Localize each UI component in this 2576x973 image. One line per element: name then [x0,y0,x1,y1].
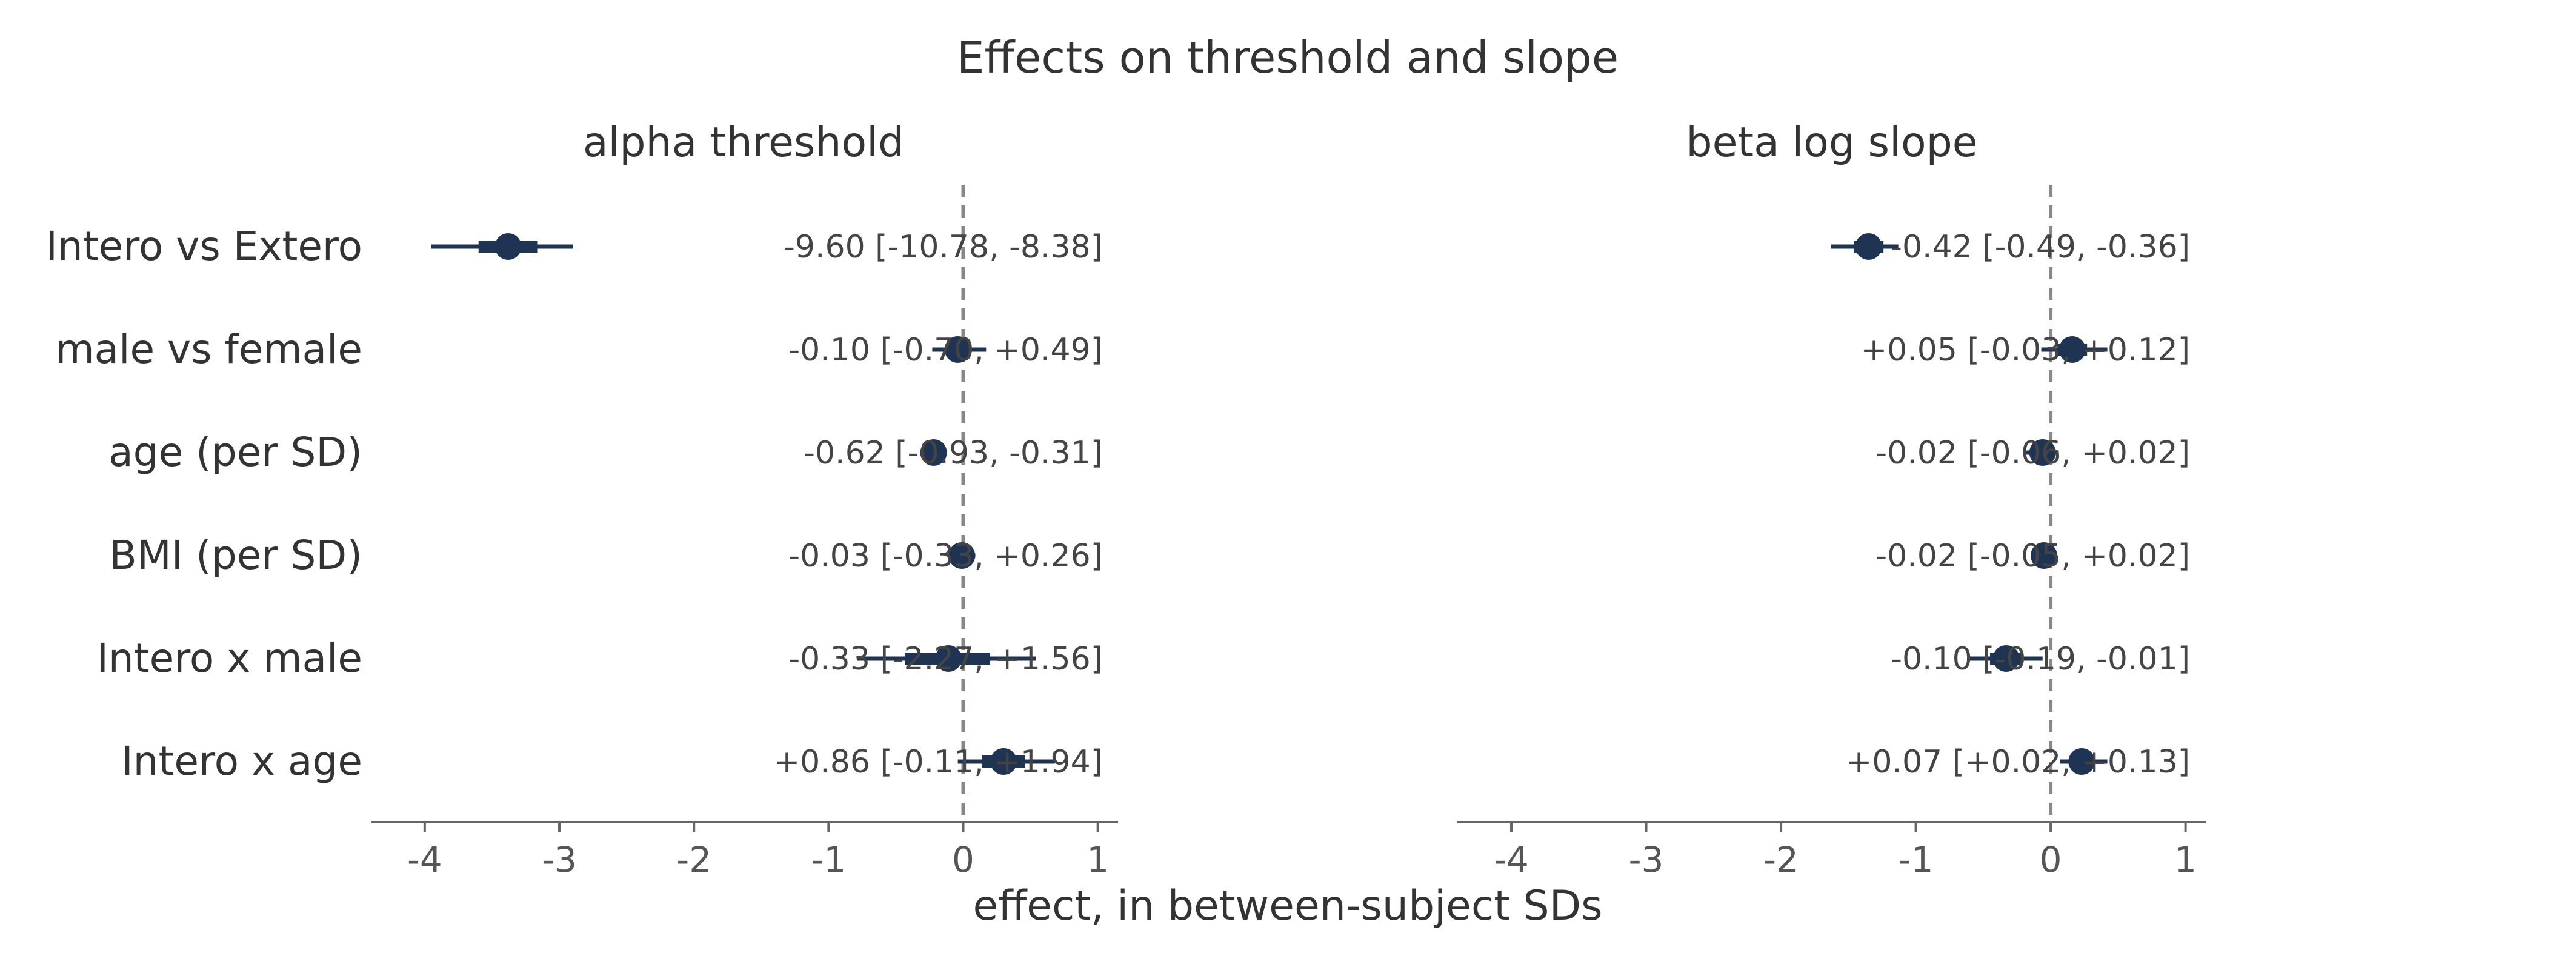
estimate-point [2030,542,2057,569]
estimate-point [2029,439,2056,466]
x-tick-label: 0 [2040,839,2062,880]
estimate-point [948,542,976,569]
estimate-point [935,645,962,672]
category-label: male vs female [55,326,362,373]
forest-row: -0.02 [-0.05, +0.02] [1875,538,2190,574]
estimate-point [494,233,522,260]
forest-row: age (per SD) -0.62 [-0.93, -0.31] [108,429,1103,476]
forest-row: male vs female -0.10 [-0.70, +0.49] [55,326,1103,373]
estimate-annotation: -0.02 [-0.05, +0.02] [1875,538,2190,574]
estimate-point [1855,233,1882,260]
estimate-point [920,439,947,466]
estimate-annotation: -0.62 [-0.93, -0.31] [804,435,1103,471]
estimate-point [2058,336,2086,363]
forest-row: BMI (per SD) -0.03 [-0.33, +0.26] [110,532,1103,579]
category-label: age (per SD) [108,429,362,476]
x-tick-label: -3 [542,839,577,880]
x-tick-label: -1 [811,839,846,880]
estimate-annotation: -0.03 [-0.33, +0.26] [788,538,1103,574]
panel-title: beta log slope [1686,119,1977,167]
forest-row: Intero x male -0.33 [-2.27, +1.56] [96,635,1103,682]
x-tick-label: -4 [1494,839,1529,880]
panels: alpha threshold -4 -3 -2 -1 0 1 Intero vs Exter… [45,119,2206,880]
estimate-annotation: +0.05 [-0.03, +0.12] [1861,332,2190,368]
estimate-annotation: +0.07 [+0.02, +0.13] [1846,744,2190,780]
forest-row: -0.02 [-0.06, +0.02] [1875,435,2190,471]
x-tick-label: -2 [1763,839,1799,880]
estimate-annotation: -0.10 [-0.70, +0.49] [788,332,1103,368]
x-tick-label: -4 [407,839,442,880]
panel-1: alpha threshold -4 -3 -2 -1 0 1 Intero vs Exter… [45,119,1118,880]
category-label: Intero x age [121,738,362,785]
x-tick-label: 1 [2174,839,2197,880]
estimate-point [990,748,1017,775]
estimate-annotation: -0.33 [-2.27, +1.56] [788,641,1103,677]
x-tick-label: -2 [676,839,711,880]
estimate-point [1992,645,2020,672]
estimate-annotation: -0.02 [-0.06, +0.02] [1875,435,2190,471]
x-tick-label: -1 [1899,839,1934,880]
forest-row: -0.42 [-0.49, -0.36] [1831,229,2190,265]
forest-row: +0.05 [-0.03, +0.12] [1861,332,2190,368]
x-tick-label: -3 [1629,839,1664,880]
forest-row: Intero x age +0.86 [-0.11, +1.94] [121,738,1103,785]
forest-row: Intero vs Extero -9.60 [-10.78, -8.38] [45,223,1103,270]
figure-title: Effects on threshold and slope [957,32,1619,83]
x-tick-label: 0 [952,839,974,880]
x-tick-label: 1 [1087,839,1109,880]
forest-row: -0.10 [-0.19, -0.01] [1891,641,2190,677]
x-axis-label: effect, in between-subject SDs [973,882,1602,930]
category-label: BMI (per SD) [110,532,363,579]
category-label: Intero x male [96,635,362,682]
category-label: Intero vs Extero [45,223,362,270]
estimate-point [944,336,971,363]
panel-2: beta log slope -4 -3 -2 -1 0 1 -0.42 [-0.49, -0… [1457,119,2206,880]
estimate-annotation: +0.86 [-0.11, +1.94] [774,744,1103,780]
estimate-point [2068,748,2095,775]
estimate-annotation: -0.10 [-0.19, -0.01] [1891,641,2190,677]
panel-title: alpha threshold [583,119,904,167]
estimate-annotation: -9.60 [-10.78, -8.38] [784,229,1103,265]
forest-row: +0.07 [+0.02, +0.13] [1846,744,2190,780]
estimate-annotation: -0.42 [-0.49, -0.36] [1891,229,2190,265]
